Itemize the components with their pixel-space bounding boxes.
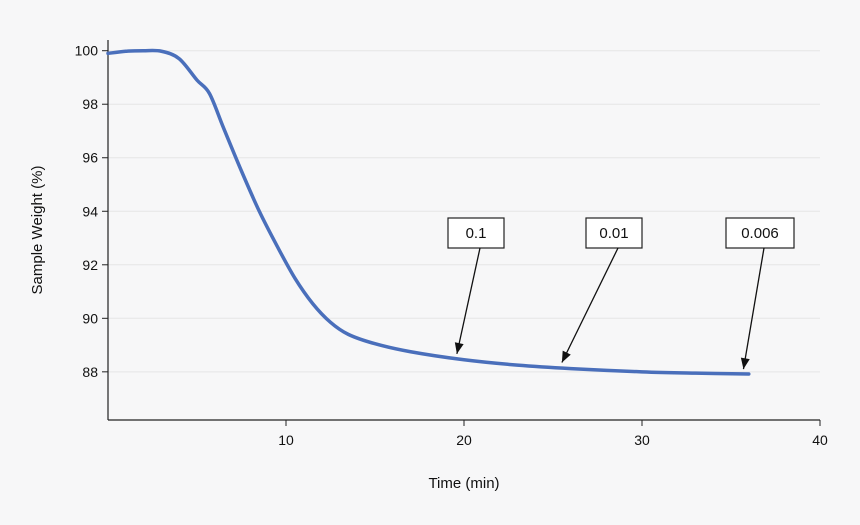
y-axis-title: Sample Weight (%): [29, 166, 46, 295]
x-tick-label: 10: [278, 432, 294, 448]
x-tick-label: 40: [812, 432, 828, 448]
annotation-box: [725, 217, 795, 249]
annotation-callout: 0.1: [447, 217, 505, 355]
x-tick-label: 20: [456, 432, 472, 448]
annotation-callout: 0.006: [725, 217, 795, 370]
annotation-arrow-head: [561, 350, 571, 363]
annotation-arrow-line: [742, 247, 765, 370]
y-tick-labels: 88 90 92 94 96 98 100: [75, 43, 108, 380]
annotation-label: 0.1: [466, 225, 487, 242]
y-tick-label: 88: [82, 364, 98, 380]
y-tick-label: 94: [82, 203, 98, 219]
annotation-label: 0.006: [741, 225, 779, 242]
y-tick-label: 96: [82, 150, 98, 166]
y-tick-label: 98: [82, 96, 98, 112]
annotations: 0.1 0.01 0.006: [447, 217, 795, 370]
annotation-arrow-line: [456, 247, 481, 355]
series-line: [106, 48, 751, 376]
grid-lines: [108, 50, 820, 373]
annotation-arrow-head: [740, 357, 750, 370]
annotation-box: [447, 217, 505, 249]
annotation-arrow-head: [454, 342, 464, 354]
annotation-callout: 0.01: [561, 217, 643, 363]
annotation-box: [585, 217, 643, 249]
x-tick-labels: 10 20 30 40: [278, 420, 828, 448]
x-tick-label: 30: [634, 432, 650, 448]
x-axis-title: Time (min): [428, 475, 499, 492]
y-tick-label: 100: [75, 43, 99, 59]
annotation-label: 0.01: [599, 225, 628, 242]
y-tick-label: 92: [82, 257, 98, 273]
annotation-arrow-line: [561, 247, 619, 363]
y-tick-label: 90: [82, 310, 98, 326]
